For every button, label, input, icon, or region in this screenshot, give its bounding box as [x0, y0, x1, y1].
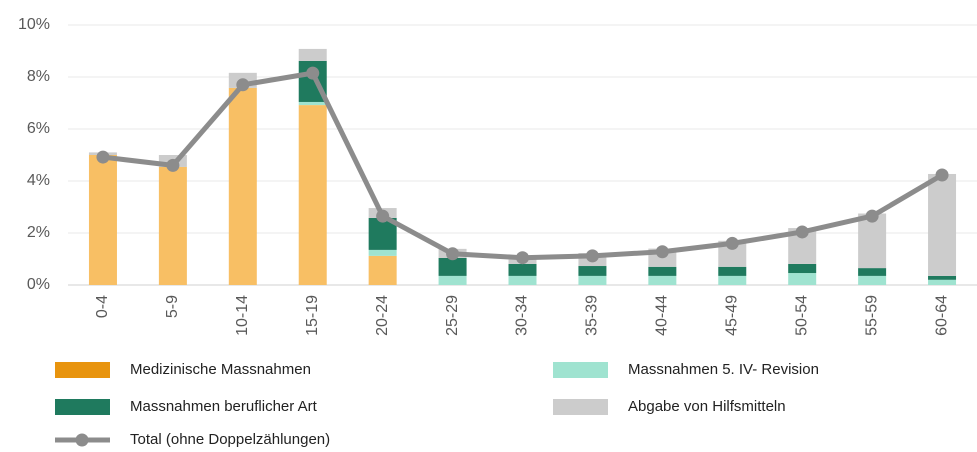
- x-tick-label: 45-49: [723, 295, 740, 336]
- x-tick-label: 55-59: [863, 295, 880, 336]
- legend-label: Massnahmen 5. IV- Revision: [628, 361, 819, 378]
- legend-label: Massnahmen beruflicher Art: [130, 398, 318, 415]
- bar-segment: [718, 266, 747, 276]
- bar-segment: [858, 275, 887, 285]
- legend-point: [75, 433, 89, 447]
- bar-segment: [648, 275, 677, 285]
- legend-label: Abgabe von Hilfsmitteln: [628, 398, 786, 415]
- y-tick-label: 4%: [27, 172, 50, 189]
- bar-segment: [578, 266, 607, 276]
- bar-segment: [158, 166, 187, 285]
- bar-segment: [648, 266, 677, 276]
- bar-segment: [368, 249, 397, 256]
- bar-segment: [858, 268, 887, 276]
- x-tick-label: 35-39: [584, 295, 601, 336]
- total-point: [655, 245, 669, 259]
- bar-segment: [508, 263, 537, 276]
- bar-segment: [788, 273, 817, 285]
- legend-swatch: [55, 362, 110, 378]
- bar-segment: [298, 105, 327, 285]
- bar-segment: [298, 48, 327, 61]
- total-point: [935, 168, 949, 182]
- x-tick-label: 10-14: [234, 295, 251, 336]
- total-point: [725, 236, 739, 250]
- y-tick-label: 2%: [27, 224, 50, 241]
- legend-label: Total (ohne Doppelzählungen): [130, 431, 330, 448]
- y-tick-label: 8%: [27, 68, 50, 85]
- total-point: [376, 209, 390, 223]
- x-tick-label: 30-34: [514, 295, 531, 336]
- y-tick-label: 10%: [18, 16, 50, 33]
- y-tick-label: 6%: [27, 120, 50, 137]
- total-point: [166, 158, 180, 172]
- total-point: [306, 66, 320, 80]
- legend-label: Medizinische Massnahmen: [130, 361, 311, 378]
- x-tick-label: 25-29: [444, 295, 461, 336]
- total-point: [516, 251, 529, 265]
- total-point: [865, 209, 879, 223]
- total-point: [795, 225, 809, 239]
- total-point: [446, 247, 460, 261]
- bar-segment: [928, 275, 957, 280]
- total-point: [585, 249, 599, 263]
- bar-segment: [788, 263, 817, 274]
- bar-segment: [578, 275, 607, 285]
- legend-swatch: [553, 362, 608, 378]
- x-tick-label: 5-9: [164, 295, 181, 318]
- total-point: [96, 150, 110, 164]
- x-tick-label: 0-4: [94, 295, 111, 318]
- bar-segment: [508, 275, 537, 285]
- bar-segment: [928, 279, 957, 285]
- x-tick-label: 15-19: [304, 295, 321, 336]
- y-tick-label: 0%: [27, 276, 50, 293]
- x-tick-label: 50-54: [793, 295, 810, 336]
- bar-segment: [718, 275, 747, 285]
- legend-swatch: [55, 399, 110, 415]
- bar-segment: [228, 87, 257, 285]
- x-tick-label: 20-24: [374, 295, 391, 336]
- total-point: [236, 78, 250, 92]
- bar-segment: [928, 173, 957, 276]
- bar-segment: [438, 257, 467, 276]
- bar-segment: [368, 255, 397, 285]
- bar-segment: [438, 275, 467, 285]
- bar-segment: [88, 155, 117, 285]
- x-tick-label: 40-44: [654, 295, 671, 336]
- legend-swatch: [553, 399, 608, 415]
- x-tick-label: 60-64: [933, 295, 950, 336]
- bar-segment: [298, 101, 327, 106]
